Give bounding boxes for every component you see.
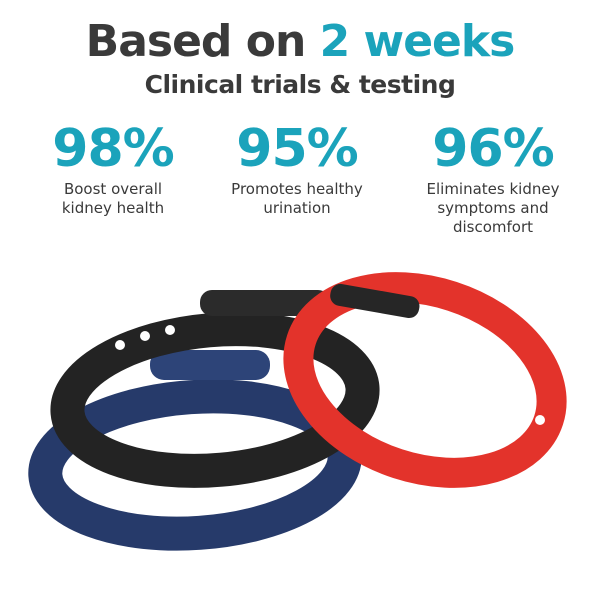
stat-value: 96% xyxy=(432,119,554,179)
stat-label: Promotes healthy urination xyxy=(231,180,363,217)
stat-value: 98% xyxy=(52,119,174,179)
bracelets-product-image xyxy=(28,272,567,551)
headline: Based on 2 weeks xyxy=(0,16,600,67)
stat-label: Boost overall kidney health xyxy=(61,180,165,217)
black-bracelet xyxy=(50,290,380,488)
red-bracelet xyxy=(283,272,567,488)
stat-label: Eliminates kidney symptoms and discomfort xyxy=(426,180,560,236)
headline-text: Based on xyxy=(85,16,307,67)
headline-accent: 2 weeks xyxy=(319,16,516,67)
stat-value: 95% xyxy=(236,119,358,179)
stat-3: 96% Eliminates kidney symptoms and discomf… xyxy=(398,118,588,237)
stat-2: 95% Promotes healthy urination xyxy=(202,118,392,218)
stat-1: 98% Boost overall kidney health xyxy=(18,118,208,218)
subheadline: Clinical trials & testing xyxy=(144,70,456,99)
